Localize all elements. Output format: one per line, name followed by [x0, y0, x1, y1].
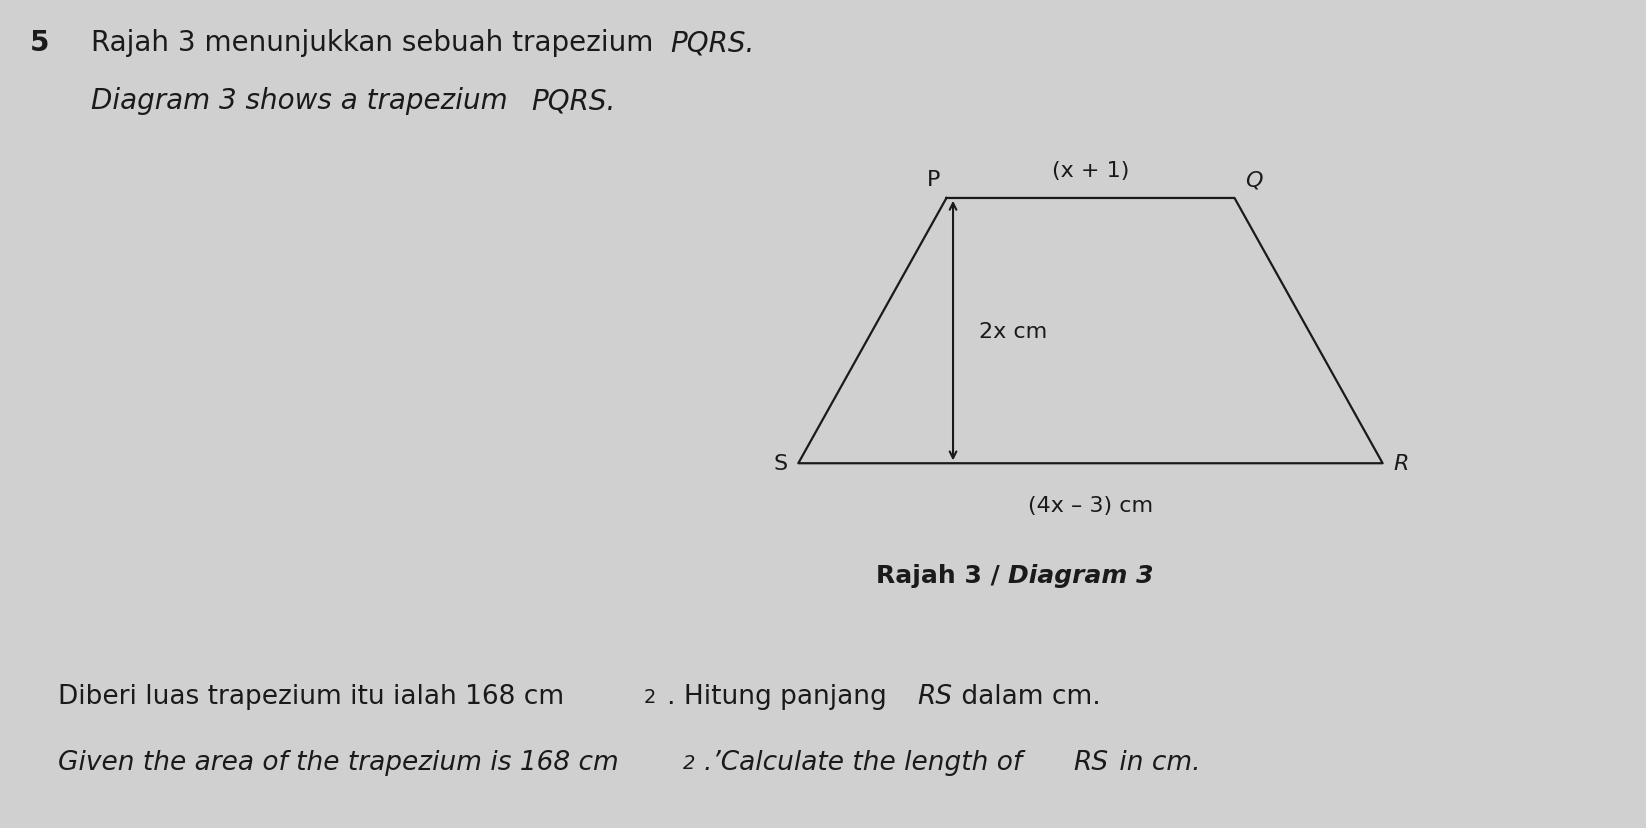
Text: RS: RS [917, 683, 951, 709]
Text: 2x cm: 2x cm [979, 321, 1047, 341]
Text: .’Calculate the length of: .’Calculate the length of [704, 749, 1030, 775]
Text: R: R [1393, 454, 1409, 474]
Text: 5: 5 [30, 29, 49, 57]
Text: 2: 2 [644, 687, 657, 706]
Text: Q: Q [1244, 170, 1262, 190]
Text: . Hitung panjang: . Hitung panjang [667, 683, 895, 709]
Text: dalam cm.: dalam cm. [953, 683, 1101, 709]
Text: PQRS.: PQRS. [670, 29, 754, 57]
Text: P: P [927, 170, 940, 190]
Text: S: S [774, 454, 787, 474]
Text: Diberi luas trapezium itu ialah 168 cm: Diberi luas trapezium itu ialah 168 cm [58, 683, 563, 709]
Text: RS: RS [1073, 749, 1108, 775]
Text: Diagram 3: Diagram 3 [1007, 563, 1154, 587]
Text: PQRS.: PQRS. [532, 87, 616, 115]
Text: Rajah 3 /: Rajah 3 / [876, 563, 1007, 587]
Text: Given the area of the trapezium is 168 cm: Given the area of the trapezium is 168 c… [58, 749, 619, 775]
Text: Rajah 3 menunjukkan sebuah trapezium: Rajah 3 menunjukkan sebuah trapezium [91, 29, 662, 57]
Text: (4x – 3) cm: (4x – 3) cm [1027, 495, 1154, 515]
Text: (x + 1): (x + 1) [1052, 161, 1129, 181]
Text: 2: 2 [683, 753, 696, 773]
Text: Diagram 3 shows a trapezium: Diagram 3 shows a trapezium [91, 87, 517, 115]
Text: in cm.: in cm. [1111, 749, 1200, 775]
